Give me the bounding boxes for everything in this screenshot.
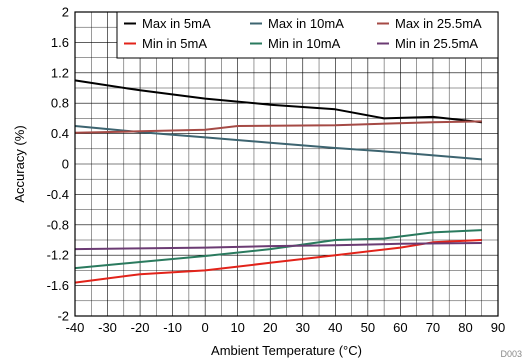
x-tick-label: -30 <box>98 320 117 335</box>
x-tick-label: 0 <box>202 320 209 335</box>
x-tick-label: -20 <box>131 320 150 335</box>
x-tick-label: 70 <box>426 320 440 335</box>
legend-label: Max in 25.5mA <box>395 16 482 31</box>
x-tick-label: 10 <box>230 320 244 335</box>
x-axis-title: Ambient Temperature (°C) <box>211 343 362 358</box>
x-tick-label: 80 <box>458 320 472 335</box>
legend-box <box>116 11 499 59</box>
series-line <box>74 242 482 251</box>
x-tick-label: 30 <box>296 320 310 335</box>
series-line <box>74 229 482 270</box>
y-tick-label: 0 <box>62 157 69 172</box>
figure-id-label: D003 <box>500 349 522 359</box>
legend: Max in 5mA Max in 10mA Max in 25.5mA Min in… <box>116 11 499 59</box>
y-tick-label: -0.8 <box>47 217 69 232</box>
y-tick-label: 2 <box>62 5 69 20</box>
x-tick-label: 60 <box>393 320 407 335</box>
legend-label: Max in 10mA <box>268 16 344 31</box>
series-line <box>74 79 482 124</box>
y-tick-label: -1.6 <box>47 278 69 293</box>
series-line <box>74 120 482 134</box>
y-tick-labels: -2 -1.6 -1.2 -0.8 -0.4 0 0.4 0.8 1.2 1.6 2 <box>47 5 69 324</box>
legend-label: Min in 10mA <box>268 36 341 51</box>
y-tick-label: -0.4 <box>47 187 69 202</box>
legend-label: Min in 5mA <box>142 36 207 51</box>
x-tick-label: -10 <box>163 320 182 335</box>
x-tick-label: 90 <box>491 320 505 335</box>
y-tick-label: 1.6 <box>51 35 69 50</box>
y-tick-label: -1.2 <box>47 248 69 263</box>
legend-label: Min in 25.5mA <box>395 36 478 51</box>
x-tick-label: 40 <box>328 320 342 335</box>
x-tick-label: -40 <box>66 320 85 335</box>
y-tick-label: -2 <box>57 309 69 324</box>
legend-label: Max in 5mA <box>142 16 211 31</box>
x-tick-label: 20 <box>263 320 277 335</box>
y-axis-title: Accuracy (%) <box>12 125 27 202</box>
y-tick-label: 0.8 <box>51 96 69 111</box>
x-tick-labels: -40 -30 -20 -10 0 10 20 30 40 50 60 70 80 90 <box>66 320 506 335</box>
x-tick-label: 50 <box>361 320 375 335</box>
y-tick-label: 0.4 <box>51 126 69 141</box>
y-tick-label: 1.2 <box>51 65 69 80</box>
series-lines <box>74 79 482 284</box>
